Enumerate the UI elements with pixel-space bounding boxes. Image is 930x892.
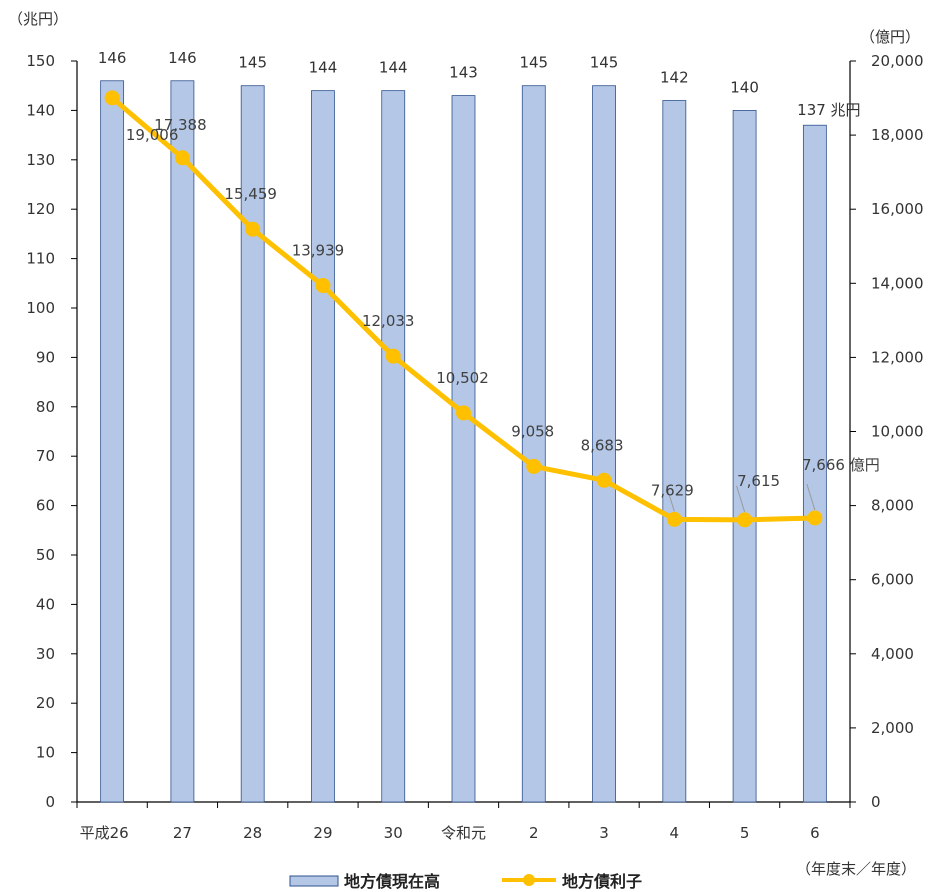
bar-value-label: 146 — [98, 49, 127, 67]
line-point — [807, 510, 823, 526]
y-left-tick-label: 130 — [26, 151, 55, 169]
data-labels: 146 146 145 144 144 143 145 145 142 140 137 兆円 19,0… — [98, 49, 880, 500]
x-unit: （年度末／年度） — [796, 860, 916, 878]
bar — [732, 110, 757, 803]
line-value-label: 8,683 — [581, 436, 624, 454]
line-point — [104, 90, 120, 106]
x-tick-label: 6 — [810, 824, 820, 842]
bar — [802, 124, 827, 803]
y-left-tick-label: 120 — [26, 200, 55, 218]
line-value-label: 19,006 — [126, 126, 179, 144]
y-left-tick-label: 70 — [36, 447, 55, 465]
line-value-label: 7,666 億円 — [802, 456, 880, 474]
legend-line-label: 地方債利子 — [562, 872, 642, 891]
x-tick-label: 4 — [670, 824, 680, 842]
y-left-tick-label: 150 — [26, 52, 55, 70]
bar-value-label: 146 — [168, 49, 197, 67]
bar — [240, 85, 265, 803]
y-left-tick-label: 10 — [36, 744, 55, 762]
y-right-unit: （億円） — [860, 28, 920, 46]
bar-value-label: 145 — [590, 54, 619, 72]
line-value-label: 13,939 — [292, 242, 345, 260]
y-left-unit: （兆円） — [8, 10, 68, 28]
y-right-tick-label: 16,000 — [871, 200, 924, 218]
y-right-tick-label: 2,000 — [871, 719, 914, 737]
line-value-label: 15,459 — [224, 185, 277, 203]
y-left-tick-label: 30 — [36, 645, 55, 663]
bar-value-label: 140 — [730, 78, 759, 96]
bar-value-label: 143 — [449, 64, 478, 82]
legend-bar-label: 地方債現在高 — [344, 872, 440, 891]
line-value-label: 9,058 — [511, 422, 554, 440]
line-point — [526, 458, 542, 474]
x-tick-label: 令和元 — [441, 824, 486, 842]
bar — [592, 85, 616, 803]
line-value-label: 17,388 — [154, 116, 207, 134]
bar-value-label: 144 — [309, 59, 338, 77]
bar-series — [100, 80, 827, 803]
x-tick-label: 29 — [313, 824, 332, 842]
line-value-label: 7,615 — [737, 472, 780, 490]
y-right-tick-label: 14,000 — [871, 274, 924, 292]
x-tick-label: 3 — [599, 824, 609, 842]
y-right-tick-label: 8,000 — [871, 497, 914, 515]
y-left-tick-label: 60 — [36, 497, 55, 515]
line-point — [174, 150, 190, 166]
y-right-tick-label: 4,000 — [871, 645, 914, 663]
bar — [521, 85, 546, 803]
bar — [170, 80, 195, 803]
label-leader-line — [806, 483, 816, 511]
bar-value-label: 144 — [379, 59, 408, 77]
y-left-tick-label: 140 — [26, 101, 55, 119]
x-tick-label: 平成26 — [80, 824, 129, 842]
x-tick-label: 30 — [384, 824, 403, 842]
line-point — [596, 472, 612, 488]
bar — [311, 90, 335, 803]
line-value-label: 12,033 — [362, 312, 415, 330]
y-left-tick-label: 80 — [36, 398, 55, 416]
line-point — [245, 221, 261, 237]
axes: 0 10 20 30 40 50 60 70 80 90 100 110 120 130 140 150 0 2,… — [8, 10, 924, 878]
y-right-tick-label: 0 — [871, 793, 881, 811]
y-left-tick-label: 50 — [36, 546, 55, 564]
bar-value-label: 137 兆円 — [797, 101, 860, 119]
y-right-tick-label: 6,000 — [871, 571, 914, 589]
y-left-tick-label: 100 — [26, 299, 55, 317]
line-point — [456, 405, 471, 421]
x-tick-label: 5 — [740, 824, 750, 842]
bar-value-label: 145 — [519, 54, 548, 72]
line-value-label: 10,502 — [436, 369, 489, 387]
y-right-tick-label: 10,000 — [871, 423, 924, 441]
y-left-tick-label: 0 — [45, 793, 55, 811]
x-tick-label: 28 — [243, 824, 262, 842]
x-tick-label: 2 — [529, 824, 539, 842]
label-leader-line — [665, 485, 675, 512]
y-left-tick-label: 110 — [26, 250, 55, 268]
y-right-tick-label: 18,000 — [871, 126, 924, 144]
y-left-tick-label: 40 — [36, 595, 55, 613]
y-left-tick-label: 90 — [36, 348, 55, 366]
y-right-tick-label: 20,000 — [871, 52, 924, 70]
line-point — [737, 512, 753, 528]
bar-value-label: 142 — [660, 69, 689, 87]
legend-line-marker — [523, 874, 535, 886]
line-point — [385, 348, 401, 364]
bar — [381, 90, 406, 803]
x-tick-label: 27 — [173, 824, 192, 842]
bar — [662, 100, 687, 803]
bar — [100, 80, 125, 803]
legend-bar-swatch — [289, 875, 339, 887]
line-point — [666, 511, 682, 527]
bar — [451, 95, 476, 803]
y-left-tick-label: 20 — [36, 694, 55, 712]
y-right-tick-label: 12,000 — [871, 348, 924, 366]
line-point — [315, 278, 331, 294]
legend: 地方債現在高 地方債利子 — [289, 872, 642, 891]
label-leader-line — [736, 485, 746, 513]
bar-value-label: 145 — [238, 54, 267, 72]
line-value-label: 7,629 — [651, 481, 694, 499]
line-series — [104, 90, 823, 528]
